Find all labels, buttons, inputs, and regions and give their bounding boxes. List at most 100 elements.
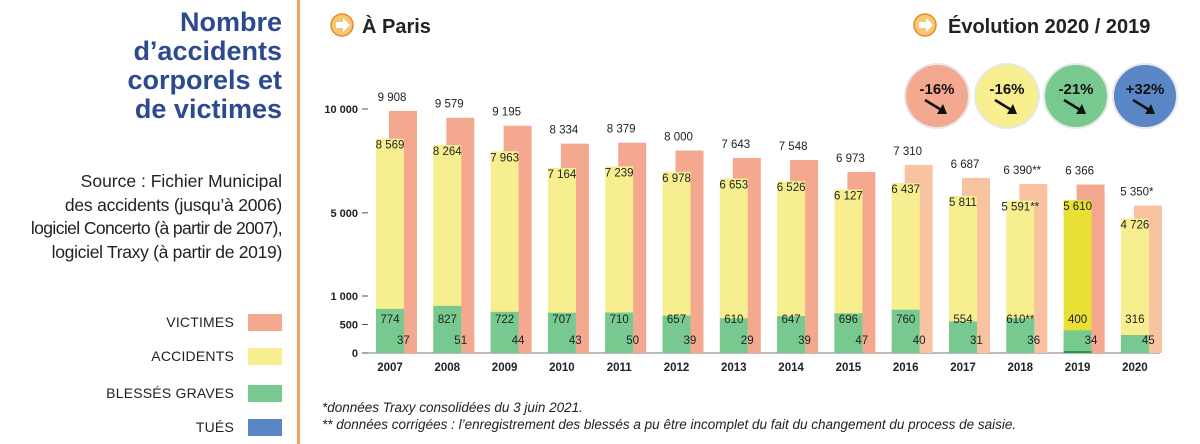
legend-item-tues: TUÉS xyxy=(22,416,282,438)
x-tick-label: 2009 xyxy=(492,362,518,374)
bar-blesses-graves xyxy=(719,318,748,353)
evolution-badge xyxy=(1043,63,1109,129)
evolution-badges: -16% -16% -21% +32% xyxy=(904,63,1178,129)
y-tick-label: 500 xyxy=(340,320,358,332)
evolution-badge xyxy=(904,63,970,129)
source-line: logiciel Traxy (à partir de 2019) xyxy=(51,241,283,262)
label-blesses-graves: 554 xyxy=(953,314,973,326)
label-tues: 37 xyxy=(397,335,410,347)
bar-blesses-graves xyxy=(949,321,977,353)
label-blesses-graves: 647 xyxy=(782,314,801,326)
label-victimes: 8 379 xyxy=(607,124,636,136)
bar-tues xyxy=(777,350,806,353)
label-accidents: 6 978 xyxy=(662,173,691,185)
label-blesses-graves: 400 xyxy=(1068,314,1087,326)
down-right-arrow-icon xyxy=(1132,98,1155,114)
label-victimes: 6 687 xyxy=(951,159,980,171)
label-victimes: 9 195 xyxy=(492,107,521,119)
title-line: corporels et xyxy=(127,65,282,95)
label-accidents: 5 610 xyxy=(1063,201,1092,213)
bar-tues xyxy=(1063,351,1092,353)
header-right-title: Évolution 2020 / 2019 xyxy=(948,15,1150,38)
label-victimes: 9 579 xyxy=(435,99,464,111)
label-blesses-graves: 610 xyxy=(724,314,743,326)
x-tick-label: 2017 xyxy=(950,362,976,374)
label-victimes: 5 350* xyxy=(1120,187,1154,199)
label-accidents: 5 591** xyxy=(1001,202,1039,214)
label-blesses-graves: 696 xyxy=(839,314,858,326)
x-tick-label: 2007 xyxy=(377,362,403,374)
evolution-badge xyxy=(1112,63,1178,129)
label-victimes: 7 643 xyxy=(721,139,750,151)
label-blesses-graves: 774 xyxy=(380,314,400,326)
label-accidents: 7 239 xyxy=(605,167,634,179)
x-tick-label: 2010 xyxy=(549,362,575,374)
page-title: Nombre d’accidents corporels et de victi… xyxy=(2,8,282,124)
bar-blesses-graves xyxy=(834,313,863,353)
source-line: Source : Fichier Municipal xyxy=(80,171,282,191)
y-tick-label: 10 000 xyxy=(324,104,358,116)
bar-blesses-graves xyxy=(777,316,806,353)
x-tick-label: 2013 xyxy=(721,362,747,374)
x-tick-label: 2020 xyxy=(1122,362,1148,374)
down-right-arrow-icon xyxy=(924,98,947,114)
bar-blesses-graves xyxy=(605,312,634,353)
bar-tues xyxy=(949,351,977,353)
down-right-arrow-icon xyxy=(994,98,1017,114)
x-tick-label: 2016 xyxy=(893,362,919,374)
label-blesses-graves: 316 xyxy=(1125,314,1144,326)
x-tick-label: 2008 xyxy=(435,362,461,374)
down-right-arrow-icon xyxy=(1063,98,1086,114)
y-tick-label: 5 000 xyxy=(330,208,358,220)
evolution-badge-label: +32% xyxy=(1126,81,1165,98)
label-accidents: 6 127 xyxy=(834,190,863,202)
header-arrow-icon-right xyxy=(913,13,937,37)
divider xyxy=(297,0,300,444)
label-blesses-graves: 760 xyxy=(896,314,915,326)
x-tick-label: 2015 xyxy=(836,362,862,374)
y-tick-label: 1 000 xyxy=(330,291,358,303)
label-tues: 40 xyxy=(913,335,926,347)
bar-tues xyxy=(719,351,748,353)
bar-tues xyxy=(547,350,576,353)
label-victimes: 8 334 xyxy=(550,125,579,137)
bar-tues xyxy=(1120,350,1149,353)
label-victimes: 6 366 xyxy=(1065,166,1094,178)
bar-blesses-graves xyxy=(490,311,519,353)
bar-blesses-graves xyxy=(433,305,462,353)
source-text: Source : Fichier Municipal des accidents… xyxy=(0,170,283,264)
evolution-badge-label: -21% xyxy=(1058,81,1093,98)
bar-blesses-graves xyxy=(891,309,920,353)
label-victimes: 7 310 xyxy=(893,146,922,158)
value-labels: 9 908 8 569 774 37 2007 9 579 8 264 827 51 2008 9 … xyxy=(376,92,1155,374)
title-line: d’accidents xyxy=(133,36,282,66)
label-accidents: 5 811 xyxy=(949,197,977,209)
label-tues: 34 xyxy=(1085,335,1098,347)
bar-blesses-graves xyxy=(1006,318,1035,353)
label-blesses-graves: 710 xyxy=(610,314,629,326)
label-victimes: 8 000 xyxy=(664,132,693,144)
label-accidents: 7 164 xyxy=(548,169,577,181)
title-line: de victimes xyxy=(134,94,282,124)
legend-label: BLESSÉS GRAVES xyxy=(106,385,234,401)
label-tues: 44 xyxy=(512,335,525,347)
label-tues: 31 xyxy=(970,335,983,347)
label-accidents: 8 569 xyxy=(376,140,405,152)
left-panel: Nombre d’accidents corporels et de victi… xyxy=(0,0,300,444)
evolution-badge-label: -16% xyxy=(989,81,1024,98)
legend-swatch xyxy=(248,347,282,365)
label-accidents: 6 653 xyxy=(719,180,748,192)
legend-label: TUÉS xyxy=(195,419,234,435)
x-tick-label: 2011 xyxy=(607,362,633,374)
source-line: logiciel Concerto (à partir de 2007), xyxy=(30,218,283,238)
bar-tues xyxy=(834,350,863,353)
label-tues: 51 xyxy=(454,335,467,347)
bar-blesses-graves xyxy=(547,312,576,353)
label-accidents: 8 264 xyxy=(433,146,462,158)
label-blesses-graves: 610** xyxy=(1006,314,1035,326)
label-tues: 47 xyxy=(855,335,868,347)
bar-tues xyxy=(605,350,634,353)
legend-item-victimes: VICTIMES xyxy=(22,311,282,333)
label-tues: 36 xyxy=(1027,335,1040,347)
